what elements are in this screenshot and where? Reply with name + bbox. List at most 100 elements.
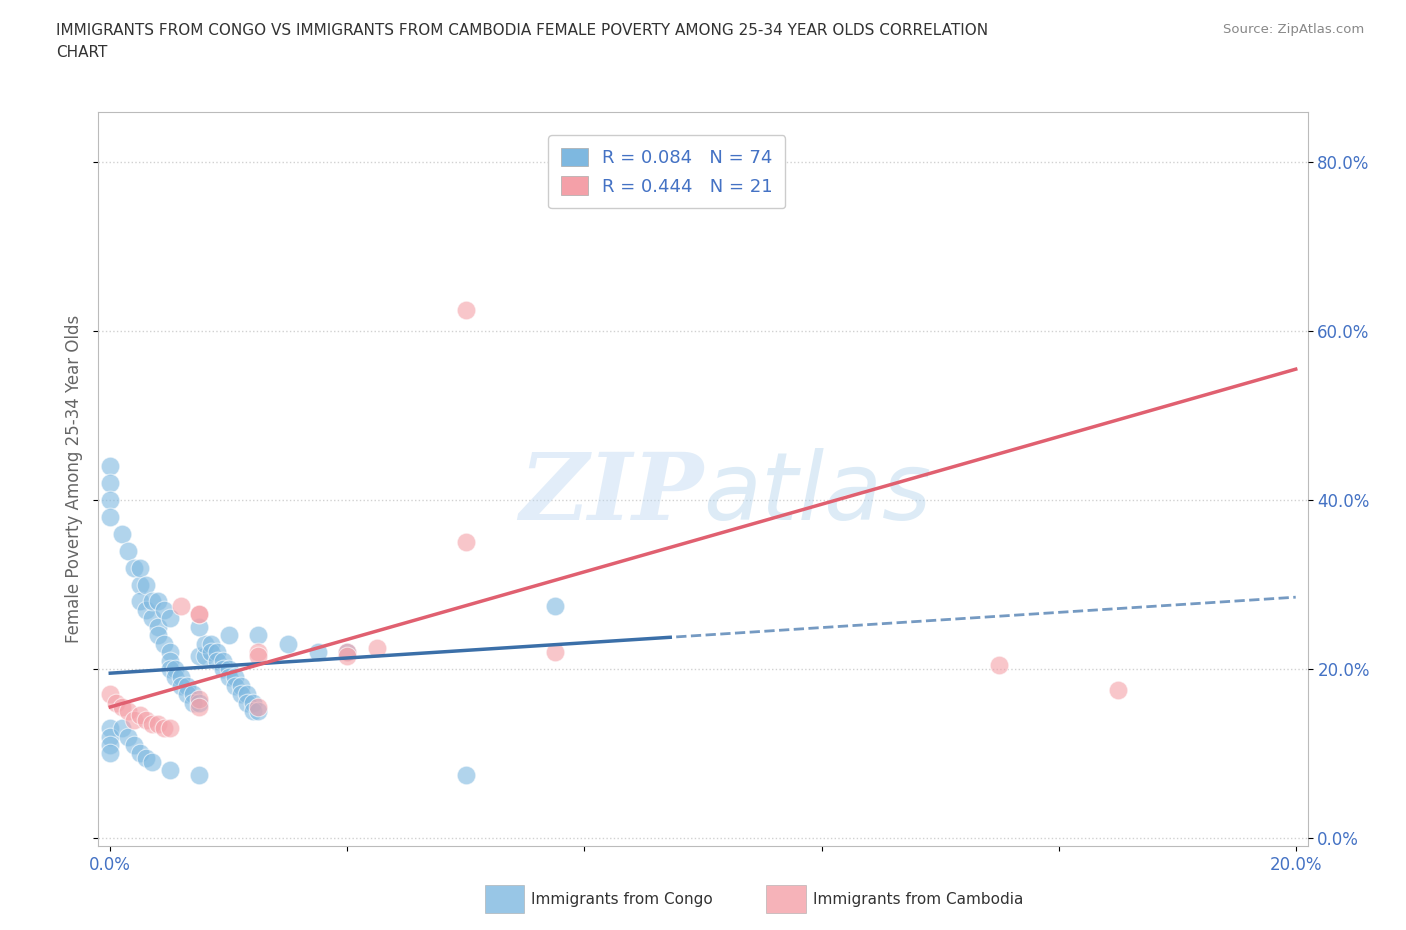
Point (235, 687, 257, 702)
Point (98, 746, 121, 761)
Point (188, 619, 211, 634)
Point (188, 767, 211, 782)
Point (247, 704, 270, 719)
Text: Source: ZipAtlas.com: Source: ZipAtlas.com (1223, 23, 1364, 36)
Point (98, 737, 121, 752)
Point (181, 687, 204, 702)
Point (105, 696, 128, 711)
Point (235, 696, 257, 711)
Text: ZIP: ZIP (519, 448, 703, 538)
Point (218, 670, 240, 684)
Point (98, 687, 121, 702)
Text: Immigrants from Cambodia: Immigrants from Cambodia (813, 892, 1024, 907)
Point (247, 644, 270, 659)
Point (111, 699, 134, 714)
Point (544, 644, 567, 659)
Point (122, 737, 145, 752)
Point (146, 594, 169, 609)
Point (152, 721, 174, 736)
Point (111, 526, 134, 541)
Point (165, 670, 187, 684)
Point (129, 560, 152, 575)
Point (129, 578, 152, 592)
Point (242, 704, 264, 719)
Point (454, 535, 477, 550)
Point (218, 661, 240, 676)
Point (117, 704, 139, 719)
Point (544, 598, 567, 613)
Point (218, 628, 240, 643)
Point (159, 611, 181, 626)
Point (159, 661, 181, 676)
Point (98, 510, 121, 525)
Point (194, 649, 217, 664)
Point (336, 644, 359, 659)
Point (188, 696, 211, 711)
Point (200, 636, 222, 651)
Point (194, 636, 217, 651)
Point (247, 649, 270, 664)
Point (146, 619, 169, 634)
Point (212, 653, 235, 668)
Text: Immigrants from Congo: Immigrants from Congo (531, 892, 713, 907)
Point (454, 302, 477, 317)
Point (135, 751, 157, 765)
Point (146, 628, 169, 643)
Point (176, 678, 198, 693)
Point (129, 594, 152, 609)
Point (170, 678, 193, 693)
Point (159, 721, 181, 736)
Text: atlas: atlas (703, 448, 931, 539)
Point (122, 712, 145, 727)
Point (212, 661, 235, 676)
Point (188, 699, 211, 714)
Point (188, 691, 211, 706)
Point (152, 603, 174, 618)
Point (111, 721, 134, 736)
Point (98, 729, 121, 744)
Point (188, 606, 211, 621)
Point (336, 644, 359, 659)
Point (129, 708, 152, 723)
Point (117, 729, 139, 744)
Point (98, 476, 121, 491)
Point (176, 687, 198, 702)
Point (277, 636, 299, 651)
Point (366, 641, 388, 656)
Point (229, 678, 252, 693)
Point (170, 598, 193, 613)
Point (170, 670, 193, 684)
Point (141, 754, 163, 769)
Point (159, 644, 181, 659)
Point (165, 661, 187, 676)
Legend: R = 0.084   N = 74, R = 0.444   N = 21: R = 0.084 N = 74, R = 0.444 N = 21 (548, 136, 786, 208)
Point (1107, 683, 1129, 698)
Point (205, 653, 228, 668)
Point (988, 658, 1011, 672)
Y-axis label: Female Poverty Among 25-34 Year Olds: Female Poverty Among 25-34 Year Olds (65, 315, 83, 643)
Text: IMMIGRANTS FROM CONGO VS IMMIGRANTS FROM CAMBODIA FEMALE POVERTY AMONG 25-34 YEA: IMMIGRANTS FROM CONGO VS IMMIGRANTS FROM… (56, 23, 988, 60)
Point (152, 636, 174, 651)
Point (117, 543, 139, 558)
Point (135, 712, 157, 727)
Point (188, 606, 211, 621)
Point (224, 670, 246, 684)
Point (141, 594, 163, 609)
Point (98, 458, 121, 473)
Point (159, 763, 181, 777)
Point (135, 603, 157, 618)
Point (141, 611, 163, 626)
Point (98, 493, 121, 508)
Point (242, 696, 264, 711)
Point (200, 644, 222, 659)
Point (129, 746, 152, 761)
Point (188, 649, 211, 664)
Point (98, 721, 121, 736)
Point (135, 578, 157, 592)
Point (122, 560, 145, 575)
Point (229, 687, 252, 702)
Point (454, 767, 477, 782)
Point (159, 653, 181, 668)
Point (205, 644, 228, 659)
Point (146, 716, 169, 731)
